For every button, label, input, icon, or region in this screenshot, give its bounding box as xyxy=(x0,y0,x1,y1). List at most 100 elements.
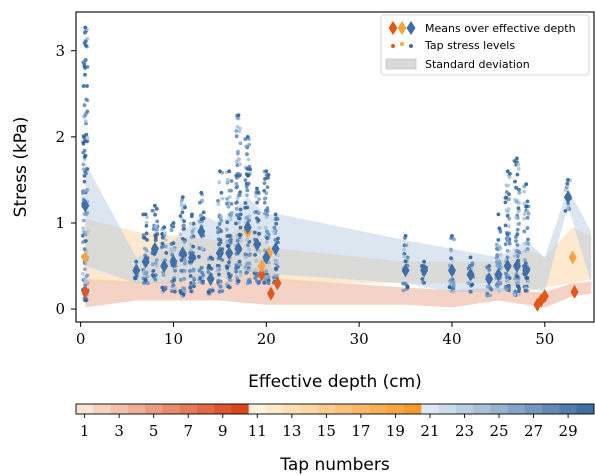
tap-stress-point xyxy=(262,181,267,186)
tap-stress-point xyxy=(514,235,518,239)
y-tick-label: 3 xyxy=(55,42,65,60)
tap-stress-point xyxy=(225,180,230,185)
tap-stress-point xyxy=(245,188,250,193)
tap-stress-point xyxy=(225,227,229,232)
tap-stress-point xyxy=(487,268,492,272)
x-tick-label: 40 xyxy=(442,330,461,348)
tap-stress-point xyxy=(522,229,527,234)
legend-tap-label: Tap stress levels xyxy=(424,39,515,52)
tap-stress-point xyxy=(228,278,233,282)
tap-stress-point xyxy=(469,282,474,287)
tap-stress-point xyxy=(81,162,86,167)
tap-stress-point xyxy=(218,284,223,289)
tap-stress-point xyxy=(247,164,252,169)
tap-stress-point xyxy=(220,196,225,201)
tap-stress-point xyxy=(257,226,262,230)
colorbar-cell xyxy=(455,404,474,414)
tap-stress-point xyxy=(243,137,248,142)
tap-stress-point xyxy=(162,225,167,230)
tap-stress-point xyxy=(238,270,243,274)
tap-stress-point xyxy=(153,212,158,217)
tap-stress-point xyxy=(255,279,259,283)
tap-stress-point xyxy=(466,281,471,286)
mean-marker xyxy=(141,254,150,269)
tap-stress-point xyxy=(498,280,503,285)
tap-stress-point xyxy=(191,221,196,226)
tap-stress-point xyxy=(489,287,494,292)
colorbar-label: Tap numbers xyxy=(279,455,390,475)
mean-marker xyxy=(169,254,178,269)
colorbar-cell xyxy=(265,404,284,414)
tap-stress-point xyxy=(517,221,521,226)
tap-stress-point xyxy=(244,184,249,189)
tap-stress-point xyxy=(201,273,206,278)
tap-stress-point xyxy=(151,227,156,231)
tap-stress-point xyxy=(404,243,409,248)
tap-stress-point xyxy=(468,255,473,260)
tap-stress-point xyxy=(178,232,183,237)
tap-stress-point xyxy=(266,275,271,279)
mean-marker xyxy=(253,237,262,252)
tap-stress-point xyxy=(234,266,239,271)
tap-stress-point xyxy=(216,237,221,242)
mean-marker xyxy=(178,246,187,261)
colorbar-cell xyxy=(93,404,111,414)
tap-stress-point xyxy=(169,248,174,253)
tap-stress-point xyxy=(236,279,241,284)
tap-stress-point xyxy=(247,142,252,147)
tap-stress-point xyxy=(256,190,261,195)
tap-stress-point xyxy=(517,250,522,255)
tap-stress-point xyxy=(234,206,239,211)
tap-stress-point xyxy=(225,220,230,225)
tap-stress-point xyxy=(514,239,518,243)
tap-stress-point xyxy=(508,171,512,176)
colorbar-cell xyxy=(110,404,129,414)
tap-stress-point xyxy=(263,196,268,201)
colorbar-frame xyxy=(75,403,595,415)
tap-stress-point xyxy=(243,201,248,206)
mean-marker xyxy=(485,271,494,286)
tap-stress-point xyxy=(421,280,426,285)
tap-stress-point xyxy=(173,289,177,294)
tap-stress-point xyxy=(515,284,520,288)
tap-stress-point xyxy=(563,209,568,213)
tap-stress-point xyxy=(403,259,408,264)
tap-stress-point xyxy=(200,246,205,251)
tap-stress-point xyxy=(515,227,520,232)
tap-stress-point xyxy=(265,239,269,244)
tap-stress-point xyxy=(163,231,167,236)
tap-stress-point xyxy=(485,284,490,289)
tap-stress-point xyxy=(495,253,500,258)
tap-stress-point xyxy=(273,212,278,217)
colorbar-cell xyxy=(214,404,232,414)
tap-stress-point xyxy=(161,273,166,277)
tap-stress-point xyxy=(238,238,243,243)
tap-stress-point xyxy=(227,188,232,193)
tap-stress-point xyxy=(237,232,242,237)
tap-stress-point xyxy=(497,289,501,293)
tap-stress-point xyxy=(171,221,176,225)
tap-stress-point xyxy=(238,225,243,230)
tap-stress-point xyxy=(513,179,517,184)
tap-stress-point xyxy=(498,229,503,234)
tap-stress-point xyxy=(235,184,240,189)
tap-stress-point xyxy=(451,289,456,294)
tap-stress-point xyxy=(266,173,271,177)
tap-stress-point xyxy=(146,281,150,286)
colorbar-cell xyxy=(421,404,439,414)
tap-stress-point xyxy=(217,180,222,185)
tap-stress-point xyxy=(85,109,90,114)
tap-stress-point xyxy=(171,283,176,287)
tap-stress-point xyxy=(512,293,517,297)
mean-marker xyxy=(420,263,429,278)
tap-stress-point xyxy=(517,190,522,195)
tap-stress-point xyxy=(234,221,238,226)
tap-stress-point xyxy=(181,286,186,290)
tap-stress-point xyxy=(264,215,269,220)
tap-stress-point xyxy=(504,275,509,280)
tap-stress-point xyxy=(522,216,527,221)
tap-stress-point xyxy=(525,226,530,231)
tap-stress-point xyxy=(237,220,241,225)
tap-stress-point xyxy=(405,255,410,260)
colorbar-cell xyxy=(404,404,422,414)
